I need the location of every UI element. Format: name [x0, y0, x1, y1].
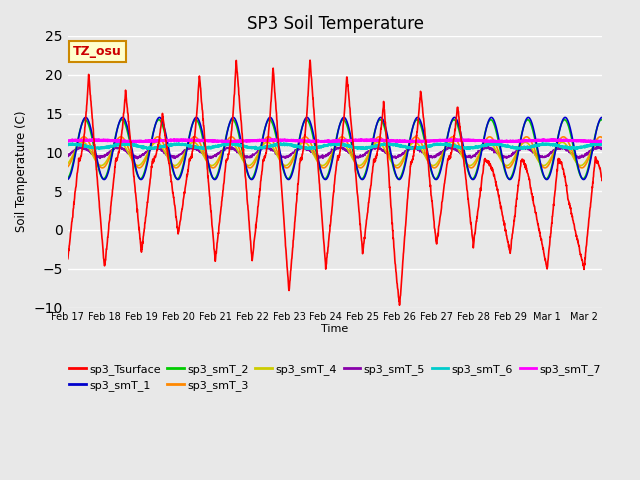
sp3_smT_7 [540, 137, 548, 143]
sp3_smT_1 [293, 151, 301, 156]
sp3_smT_1 [248, 177, 255, 182]
sp3_smT_4 [64, 161, 72, 167]
sp3_Tsurface [598, 177, 606, 183]
Line: sp3_smT_7: sp3_smT_7 [68, 140, 602, 142]
sp3_smT_2 [118, 117, 126, 122]
Y-axis label: Soil Temperature (C): Soil Temperature (C) [15, 111, 28, 232]
sp3_smT_5 [134, 156, 141, 162]
sp3_smT_1 [598, 115, 606, 120]
sp3_smT_6 [173, 141, 181, 147]
sp3_Tsurface [469, 237, 477, 242]
sp3_smT_3 [469, 165, 477, 170]
sp3_smT_2 [461, 155, 468, 161]
sp3_smT_1 [266, 115, 274, 120]
sp3_smT_5 [412, 143, 420, 149]
sp3_smT_4 [575, 162, 582, 168]
sp3_smT_4 [461, 157, 468, 163]
X-axis label: Time: Time [321, 324, 349, 334]
sp3_Tsurface [396, 302, 403, 308]
sp3_smT_7 [598, 138, 606, 144]
sp3_smT_3 [173, 165, 181, 170]
sp3_smT_1 [173, 177, 181, 182]
sp3_smT_2 [100, 176, 108, 181]
sp3_smT_4 [558, 139, 566, 145]
sp3_smT_7 [64, 138, 72, 144]
sp3_smT_6 [252, 146, 260, 152]
sp3_smT_2 [174, 176, 182, 181]
Line: sp3_smT_1: sp3_smT_1 [68, 118, 602, 180]
sp3_smT_4 [598, 141, 606, 147]
sp3_smT_6 [574, 144, 582, 150]
sp3_Tsurface [64, 256, 72, 262]
sp3_smT_1 [271, 123, 278, 129]
sp3_smT_7 [173, 137, 181, 143]
sp3_smT_6 [468, 145, 476, 151]
sp3_smT_5 [469, 153, 477, 158]
Line: sp3_smT_6: sp3_smT_6 [68, 144, 602, 149]
sp3_smT_2 [293, 148, 301, 154]
sp3_smT_1 [469, 177, 477, 182]
sp3_smT_7 [504, 139, 511, 145]
sp3_smT_5 [598, 145, 606, 151]
sp3_smT_1 [461, 152, 468, 157]
sp3_smT_5 [461, 153, 468, 159]
sp3_smT_3 [461, 157, 468, 163]
sp3_smT_5 [575, 154, 582, 160]
sp3_smT_4 [173, 162, 181, 168]
sp3_smT_6 [270, 142, 278, 147]
sp3_smT_6 [64, 141, 72, 147]
sp3_smT_2 [575, 167, 582, 173]
Line: sp3_smT_5: sp3_smT_5 [68, 146, 602, 159]
sp3_smT_3 [292, 149, 300, 155]
sp3_smT_5 [64, 152, 72, 157]
sp3_smT_2 [469, 176, 477, 181]
sp3_smT_6 [292, 143, 300, 148]
sp3_Tsurface [173, 224, 181, 230]
sp3_smT_7 [292, 138, 300, 144]
sp3_smT_1 [64, 177, 72, 182]
sp3_Tsurface [575, 241, 582, 247]
Line: sp3_smT_4: sp3_smT_4 [68, 142, 602, 166]
sp3_Tsurface [292, 201, 300, 207]
Legend: sp3_Tsurface, sp3_smT_1, sp3_smT_2, sp3_smT_3, sp3_smT_4, sp3_smT_5, sp3_smT_6, : sp3_Tsurface, sp3_smT_1, sp3_smT_2, sp3_… [65, 360, 605, 396]
sp3_smT_4 [468, 162, 476, 168]
sp3_smT_7 [575, 138, 582, 144]
sp3_smT_3 [575, 162, 582, 168]
Line: sp3_Tsurface: sp3_Tsurface [68, 60, 602, 305]
Line: sp3_smT_3: sp3_smT_3 [68, 137, 602, 168]
sp3_smT_3 [339, 134, 346, 140]
sp3_smT_5 [173, 153, 181, 158]
sp3_smT_4 [292, 148, 300, 154]
sp3_smT_6 [596, 141, 604, 146]
sp3_smT_2 [64, 175, 72, 181]
sp3_smT_7 [468, 137, 476, 143]
sp3_smT_2 [271, 127, 278, 132]
sp3_smT_5 [292, 147, 300, 153]
sp3_Tsurface [306, 57, 314, 63]
sp3_smT_3 [598, 135, 606, 141]
Title: SP3 Soil Temperature: SP3 Soil Temperature [246, 15, 424, 33]
sp3_smT_2 [598, 117, 606, 123]
sp3_Tsurface [461, 167, 468, 173]
sp3_smT_5 [270, 148, 278, 154]
sp3_smT_3 [270, 141, 278, 146]
sp3_smT_1 [575, 165, 582, 171]
sp3_Tsurface [270, 76, 278, 82]
sp3_smT_4 [270, 146, 278, 152]
sp3_smT_7 [461, 137, 468, 143]
sp3_smT_7 [270, 137, 278, 143]
sp3_smT_6 [598, 142, 606, 147]
sp3_smT_3 [64, 164, 72, 170]
sp3_smT_3 [320, 165, 328, 171]
sp3_smT_6 [461, 145, 468, 151]
Line: sp3_smT_2: sp3_smT_2 [68, 120, 602, 179]
sp3_smT_4 [540, 163, 548, 168]
Text: TZ_osu: TZ_osu [73, 45, 122, 58]
